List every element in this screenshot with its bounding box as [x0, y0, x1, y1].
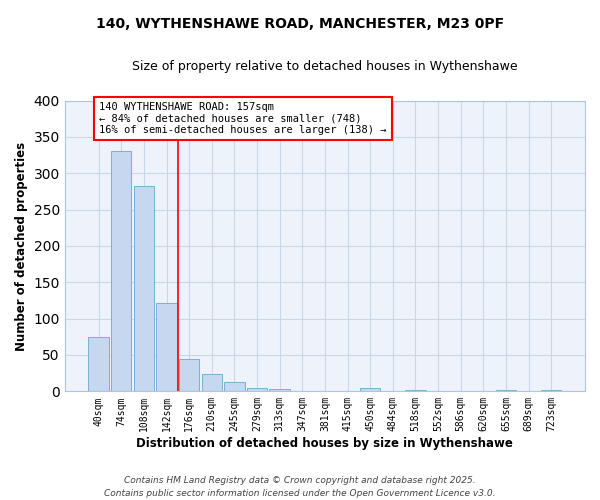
Text: Contains HM Land Registry data © Crown copyright and database right 2025.
Contai: Contains HM Land Registry data © Crown c… — [104, 476, 496, 498]
Bar — [405, 390, 425, 392]
Bar — [202, 374, 222, 392]
Bar — [496, 390, 516, 392]
Text: 140 WYTHENSHAWE ROAD: 157sqm
← 84% of detached houses are smaller (748)
16% of s: 140 WYTHENSHAWE ROAD: 157sqm ← 84% of de… — [99, 102, 386, 135]
Bar — [247, 388, 267, 392]
Bar — [134, 186, 154, 392]
Bar — [360, 388, 380, 392]
Bar — [88, 337, 109, 392]
Bar — [111, 152, 131, 392]
X-axis label: Distribution of detached houses by size in Wythenshawe: Distribution of detached houses by size … — [136, 437, 514, 450]
Bar — [269, 389, 290, 392]
Bar — [179, 360, 199, 392]
Bar — [157, 302, 176, 392]
Bar — [541, 390, 562, 392]
Title: Size of property relative to detached houses in Wythenshawe: Size of property relative to detached ho… — [132, 60, 518, 73]
Text: 140, WYTHENSHAWE ROAD, MANCHESTER, M23 0PF: 140, WYTHENSHAWE ROAD, MANCHESTER, M23 0… — [96, 18, 504, 32]
Bar — [224, 382, 245, 392]
Y-axis label: Number of detached properties: Number of detached properties — [15, 142, 28, 350]
